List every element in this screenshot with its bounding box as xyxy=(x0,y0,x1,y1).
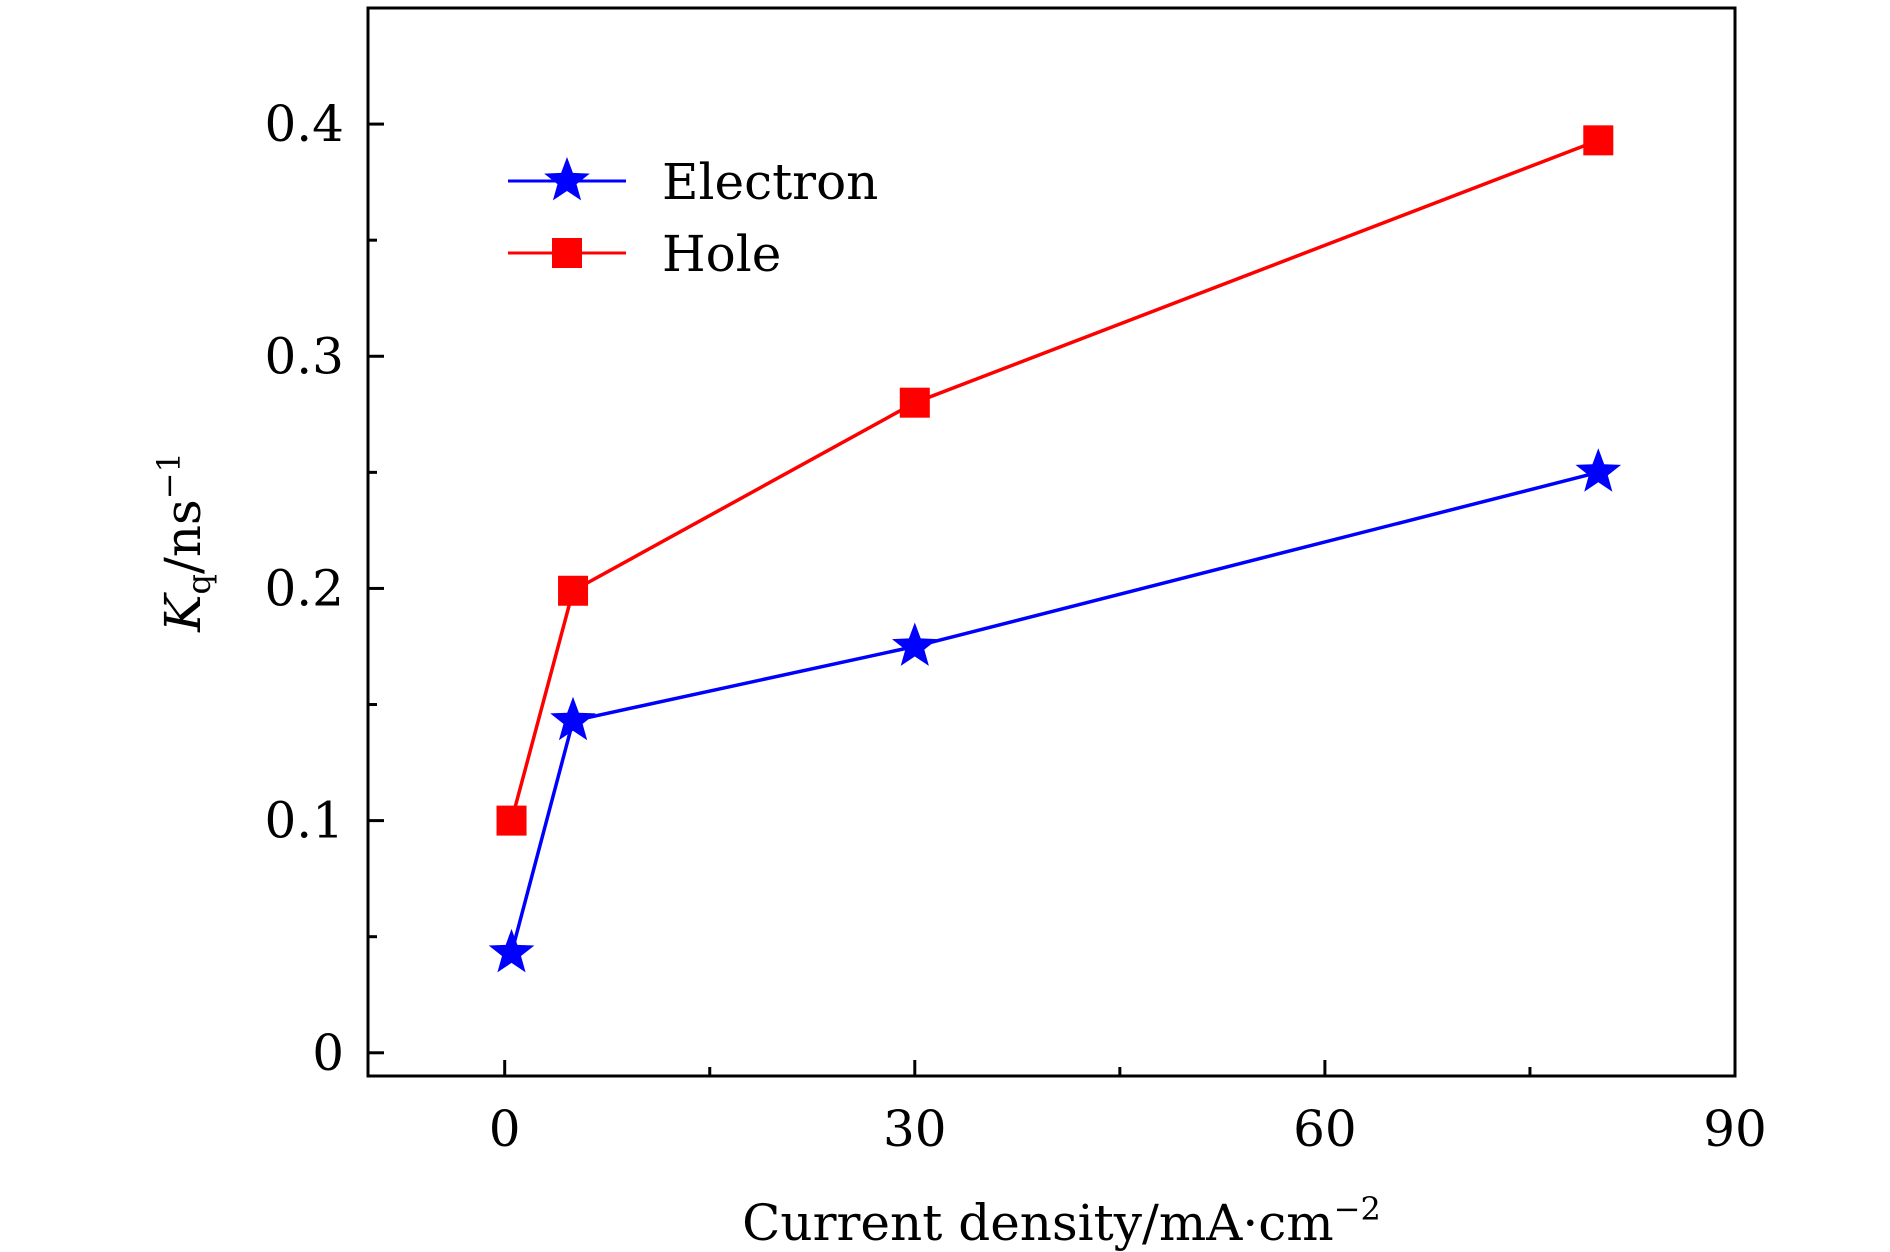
x-tick-label: 90 xyxy=(1703,1100,1767,1158)
x-axis-title-exponent: −2 xyxy=(1334,1190,1381,1228)
x-axis-title-text: Current density/mA·cm xyxy=(742,1194,1334,1252)
x-tick-label: 0 xyxy=(489,1100,521,1158)
y-tick-label: 0.1 xyxy=(264,792,344,850)
legend-electron-marker xyxy=(544,157,590,201)
hole-data-point xyxy=(1583,125,1614,156)
tick-layer: 0 30 60 90 0 0.1 0.2 0.3 0.4 xyxy=(264,95,1766,1158)
electron-data-point xyxy=(550,696,596,741)
hole-data-point xyxy=(496,805,527,836)
hole-data-point xyxy=(899,387,930,418)
legend-hole-marker xyxy=(552,238,582,268)
hole-series-line xyxy=(509,138,1599,822)
legend: Electron Hole xyxy=(508,153,878,283)
y-axis-title: Kq/ns−1 xyxy=(150,452,218,633)
legend-hole-symbol xyxy=(552,238,582,268)
legend-electron-label: Electron xyxy=(662,153,878,211)
plot-frame xyxy=(366,6,1737,1078)
y-axis-title-exponent: −1 xyxy=(150,452,188,499)
electron-data-point xyxy=(488,928,535,973)
hole-data-point xyxy=(558,575,589,606)
x-tick-label: 30 xyxy=(883,1100,947,1158)
y-tick-label: 0.4 xyxy=(264,95,344,153)
y-tick-label: 0.3 xyxy=(264,327,344,385)
electron-data-point xyxy=(1575,448,1622,492)
x-tick-label: 60 xyxy=(1293,1100,1357,1158)
y-tick-label: 0.2 xyxy=(264,559,344,617)
y-tick-label: 0 xyxy=(312,1024,344,1082)
y-axis-title-symbol: K xyxy=(154,592,212,633)
y-axis-title-subscript: q xyxy=(180,574,218,594)
electron-series-line xyxy=(509,470,1599,954)
x-axis-title: Current density/mA·cm−2 xyxy=(742,1190,1381,1252)
series-layer xyxy=(488,125,1622,973)
electron-data-point xyxy=(892,622,938,666)
legend-electron-symbol xyxy=(544,157,590,201)
legend-hole-label: Hole xyxy=(662,225,781,283)
y-axis-title-unit: /ns xyxy=(154,499,212,574)
